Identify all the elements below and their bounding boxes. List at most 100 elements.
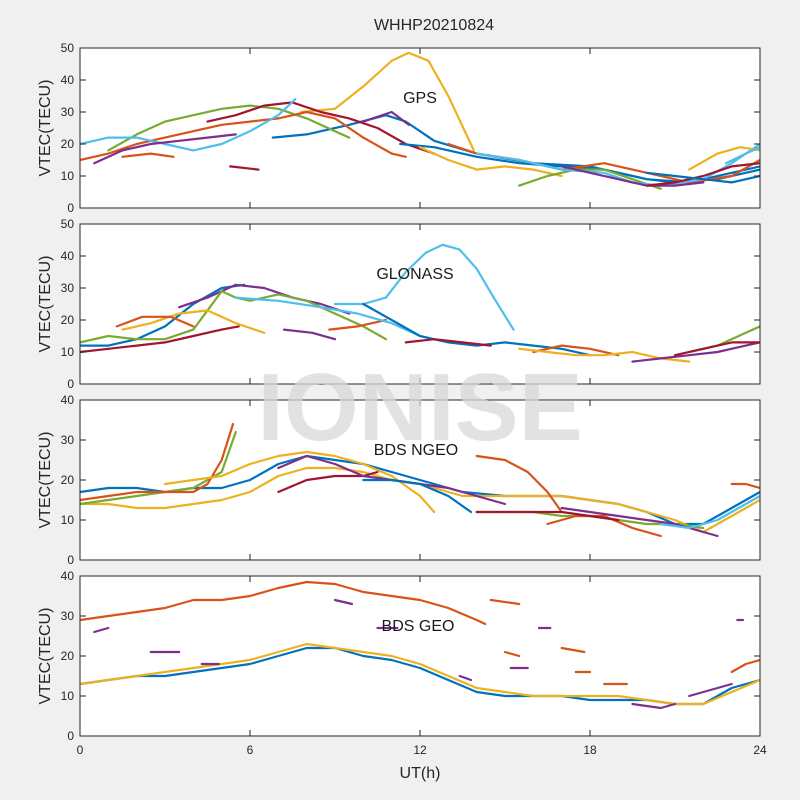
panel-1: 0 10 20 30 40 50 VTEC(TECU) GLONASS	[37, 217, 761, 391]
series-line-19	[724, 146, 760, 165]
x-axis-label: UT(h)	[400, 765, 441, 782]
series-line-16	[688, 682, 733, 698]
plot-area	[80, 48, 760, 208]
y-tick-label: 10	[61, 169, 75, 183]
y-tick-label: 20	[61, 313, 75, 327]
series-line-9	[489, 598, 521, 606]
series-line-7	[121, 152, 175, 158]
x-tick-label: 18	[583, 743, 597, 757]
series-group	[80, 51, 760, 190]
series-line-6	[80, 325, 240, 354]
series-line-8	[282, 328, 337, 341]
y-tick-label: 0	[67, 729, 74, 743]
series-line-4	[277, 470, 379, 494]
y-tick-label: 30	[61, 609, 75, 623]
y-axis-label: VTEC(TECU)	[37, 432, 54, 529]
series-line-8	[362, 110, 410, 126]
series-line-5	[80, 98, 297, 152]
series-group	[80, 580, 760, 710]
y-tick-label: 10	[61, 689, 75, 703]
series-line-2	[80, 642, 760, 706]
series-line-13	[730, 482, 760, 490]
y-tick-label: 40	[61, 249, 75, 263]
y-tick-label: 30	[61, 105, 75, 119]
series-line-3	[93, 626, 110, 634]
y-tick-label: 0	[67, 201, 74, 215]
panel-annotation: GPS	[403, 90, 437, 107]
y-tick-label: 0	[67, 377, 74, 391]
series-line-8	[475, 454, 563, 514]
series-line-18	[229, 165, 260, 171]
series-line-7	[362, 478, 473, 514]
series-line-8	[458, 674, 473, 682]
series-line-1	[80, 283, 246, 347]
series-group	[80, 422, 760, 538]
plot-area	[80, 576, 760, 736]
panel-annotation: GLONASS	[376, 266, 453, 283]
series-line-4	[121, 309, 266, 334]
y-axis-label: VTEC(TECU)	[37, 80, 54, 177]
x-tick-label: 0	[77, 743, 84, 757]
series-line-15	[645, 162, 760, 187]
y-tick-label: 30	[61, 433, 75, 447]
y-axis-label: VTEC(TECU)	[37, 256, 54, 353]
series-line-12	[532, 344, 620, 357]
series-line-11	[518, 168, 662, 190]
series-line-17	[730, 658, 760, 674]
y-tick-label: 20	[61, 137, 75, 151]
y-tick-label: 10	[61, 345, 75, 359]
series-line-2	[178, 283, 351, 315]
y-tick-label: 40	[61, 73, 75, 87]
panel-0: 0 10 20 30 40 50 VTEC(TECU) GPS	[37, 41, 761, 215]
panel-2: 0 10 20 30 40 VTEC(TECU) BDS NGEO	[37, 393, 761, 567]
series-line-12	[475, 510, 620, 522]
series-line-0	[80, 580, 487, 626]
y-tick-label: 10	[61, 513, 75, 527]
series-line-16	[688, 146, 760, 171]
series-line-10	[418, 146, 563, 178]
series-line-6	[163, 450, 436, 514]
watermark: IONISE	[257, 354, 582, 461]
y-tick-label: 30	[61, 281, 75, 295]
series-line-6	[93, 133, 237, 165]
series-line-0	[333, 243, 515, 331]
figure-title: WHHP20210824	[374, 17, 494, 34]
series-line-4	[80, 110, 407, 162]
x-tick-label: 24	[753, 743, 767, 757]
series-line-11	[404, 338, 492, 347]
series-line-0	[299, 51, 475, 152]
y-axis-label: VTEC(TECU)	[37, 608, 54, 705]
series-line-9	[234, 296, 422, 338]
series-line-10	[546, 514, 662, 538]
series-line-6	[333, 598, 354, 606]
series-line-14	[659, 494, 760, 530]
series-line-14	[560, 165, 705, 187]
series-line-3	[80, 422, 235, 502]
y-tick-label: 50	[61, 41, 75, 55]
y-tick-label: 0	[67, 553, 74, 567]
series-line-7	[328, 318, 388, 331]
panel-annotation: BDS NGEO	[374, 442, 458, 459]
series-line-17	[645, 171, 760, 184]
y-tick-label: 20	[61, 649, 75, 663]
x-tick-label: 12	[413, 743, 427, 757]
series-line-5	[115, 315, 195, 328]
y-tick-label: 40	[61, 569, 75, 583]
series-line-13	[560, 646, 586, 654]
series-line-3	[206, 101, 436, 155]
y-tick-label: 20	[61, 473, 75, 487]
x-tick-label: 6	[247, 743, 254, 757]
series-line-18	[631, 702, 677, 710]
series-line-16	[673, 341, 760, 357]
panel-annotation: BDS GEO	[382, 618, 455, 635]
panel-3: 0 10 20 30 40 0 6 12 18 24 VTEC(TECU) BDS GEO	[37, 569, 767, 757]
series-line-11	[560, 506, 719, 538]
y-tick-label: 40	[61, 393, 75, 407]
axes-layer: 0 10 20 30 40 50 VTEC(TECU) GPS 0 10 20 30 40 50 VTEC(…	[37, 41, 767, 757]
series-group	[80, 243, 760, 363]
series-line-2	[107, 104, 351, 152]
y-tick-label: 50	[61, 217, 75, 231]
series-line-14	[631, 341, 760, 363]
series-line-11	[503, 650, 521, 658]
